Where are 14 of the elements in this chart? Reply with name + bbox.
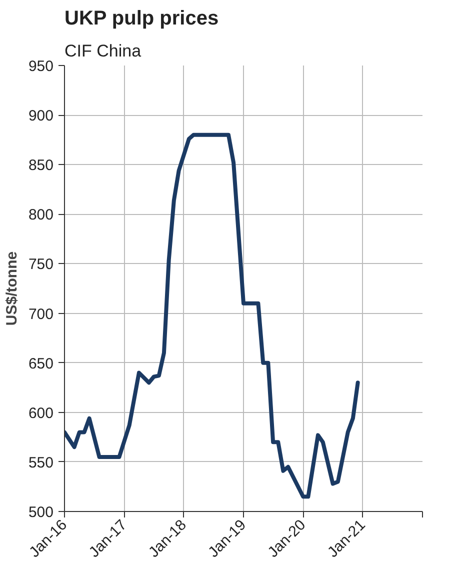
y-tick-label: 750	[28, 256, 54, 274]
y-tick-label: 950	[28, 58, 54, 75]
y-tick-label: 600	[28, 404, 54, 422]
chart-subtitle: CIF China	[64, 42, 142, 60]
y-tick-label: 650	[28, 355, 54, 372]
y-axis-title: US$/tonne	[3, 251, 20, 326]
y-tick-label: 900	[28, 108, 54, 125]
y-tick-label: 550	[28, 454, 54, 472]
y-tick-label: 850	[28, 157, 54, 174]
line-series	[64, 132, 360, 499]
y-tick-label: 800	[28, 206, 54, 224]
chart-title: UKP pulp prices	[64, 8, 219, 30]
y-tick-label: 500	[28, 504, 54, 521]
y-tick-label: 700	[28, 306, 54, 323]
